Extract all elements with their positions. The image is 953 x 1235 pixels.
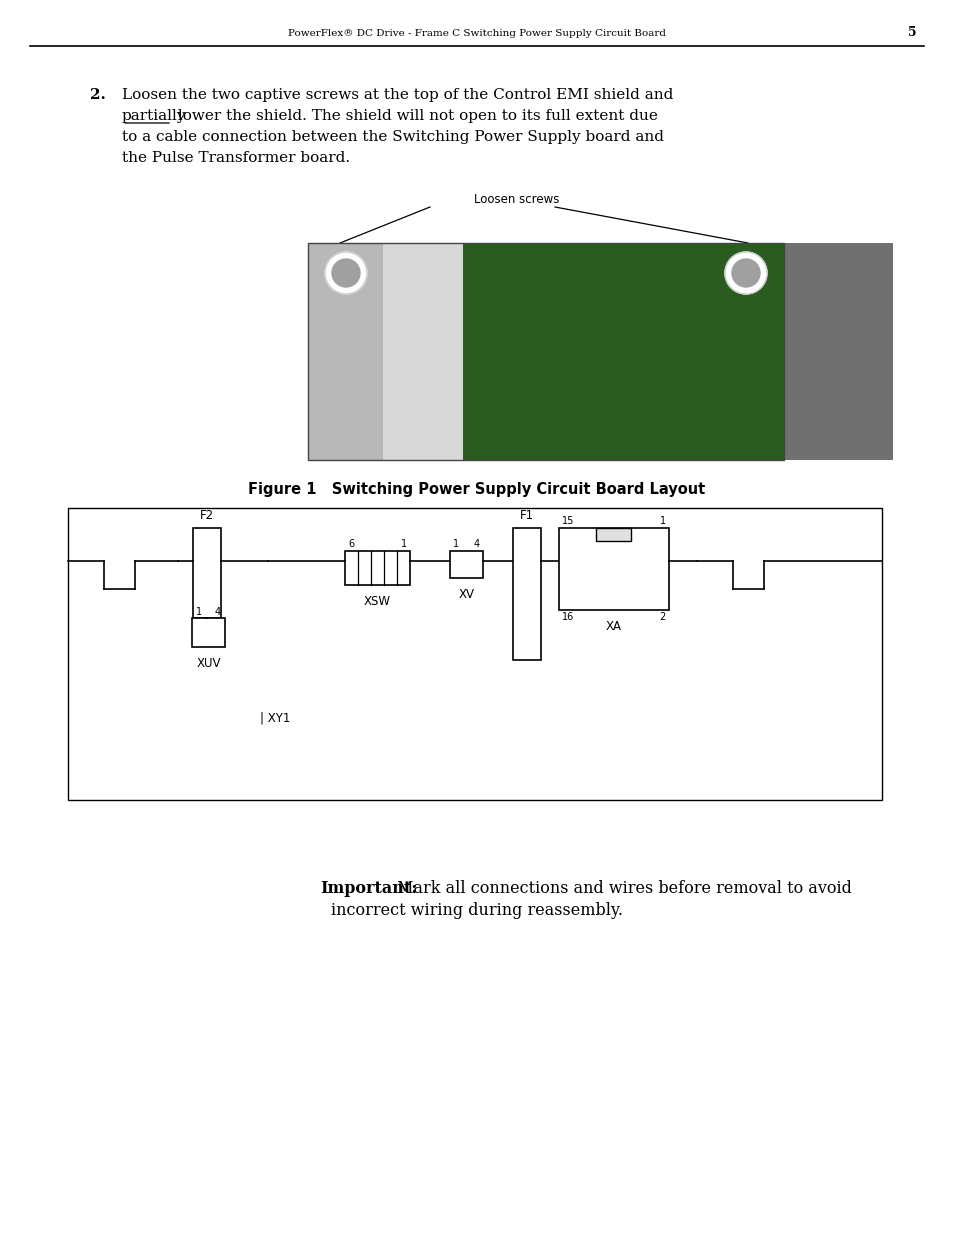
Circle shape	[332, 259, 359, 287]
Text: XA: XA	[605, 620, 621, 634]
Text: XV: XV	[458, 588, 474, 601]
Text: 1: 1	[195, 606, 202, 618]
Bar	[193, 529, 221, 618]
Text: 16: 16	[561, 613, 574, 622]
Text: incorrect wiring during reassembly.: incorrect wiring during reassembly.	[331, 902, 622, 919]
Text: Important:: Important:	[319, 881, 416, 897]
Circle shape	[325, 252, 367, 294]
Text: Mark all connections and wires before removal to avoid: Mark all connections and wires before re…	[392, 881, 851, 897]
Text: to a cable connection between the Switching Power Supply board and: to a cable connection between the Switch…	[122, 130, 663, 144]
Text: F2: F2	[200, 509, 213, 522]
Text: F1: F1	[519, 509, 534, 522]
Text: 1: 1	[453, 538, 458, 550]
Bar	[308, 243, 783, 459]
Bar	[308, 243, 783, 459]
Text: 4: 4	[214, 606, 221, 618]
Text: PowerFlex® DC Drive - Frame C Switching Power Supply Circuit Board: PowerFlex® DC Drive - Frame C Switching …	[288, 28, 665, 37]
Bar	[382, 243, 468, 459]
Bar	[462, 243, 892, 459]
Text: partially: partially	[122, 109, 186, 124]
Text: 1: 1	[400, 538, 407, 550]
Bar	[345, 551, 410, 585]
Text: 2: 2	[659, 613, 665, 622]
Text: 15: 15	[561, 516, 574, 526]
Circle shape	[731, 259, 760, 287]
Text: Figure 1   Switching Power Supply Circuit Board Layout: Figure 1 Switching Power Supply Circuit …	[248, 482, 705, 496]
Text: XSW: XSW	[364, 595, 391, 608]
Bar	[308, 243, 382, 459]
Bar	[513, 529, 540, 659]
Text: XUV: XUV	[196, 657, 220, 671]
Bar	[596, 529, 631, 541]
Text: lower the shield. The shield will not open to its full extent due: lower the shield. The shield will not op…	[172, 109, 658, 124]
Text: Loosen the two captive screws at the top of the Control EMI shield and: Loosen the two captive screws at the top…	[122, 88, 673, 103]
Bar	[450, 551, 482, 578]
Text: 2.: 2.	[90, 88, 106, 103]
Text: 6: 6	[348, 538, 354, 550]
Bar	[192, 618, 225, 647]
Text: the Pulse Transformer board.: the Pulse Transformer board.	[122, 151, 350, 165]
Circle shape	[724, 252, 766, 294]
Text: Loosen screws: Loosen screws	[474, 193, 559, 206]
Text: 5: 5	[906, 26, 915, 40]
Bar	[68, 508, 882, 800]
Bar	[783, 243, 892, 459]
Bar	[558, 529, 668, 610]
Text: 4: 4	[474, 538, 479, 550]
Text: | XY1: | XY1	[260, 711, 290, 725]
Text: 1: 1	[659, 516, 665, 526]
